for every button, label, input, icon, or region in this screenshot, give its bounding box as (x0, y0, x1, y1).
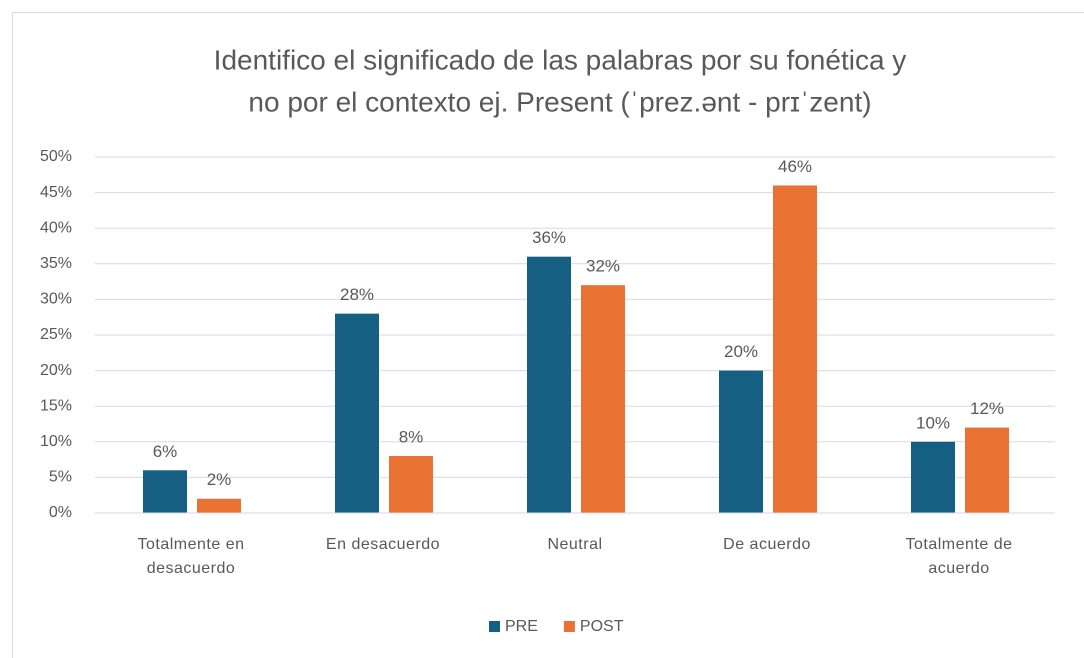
y-tick-label: 5% (49, 469, 72, 486)
bar (911, 441, 955, 513)
bar (965, 427, 1009, 513)
x-tick-label: Neutral (547, 536, 603, 553)
y-tick-label: 30% (40, 291, 72, 308)
bar (773, 185, 817, 514)
y-tick-label: 40% (40, 219, 72, 236)
y-tick-label: 0% (49, 504, 72, 521)
data-label: 6% (153, 442, 178, 461)
legend-label: POST (580, 618, 624, 635)
x-tick-label: Totalmente de acuerdo (905, 536, 1013, 577)
legend-label: PRE (505, 618, 538, 635)
bar (527, 256, 571, 513)
bar (143, 470, 187, 513)
data-label: 32% (586, 257, 620, 276)
data-label: 28% (340, 285, 374, 304)
bar (719, 370, 763, 513)
data-label: 20% (724, 342, 758, 361)
chart-title: no por el contexto ej. Present (ˈprez.ən… (248, 86, 871, 117)
x-tick-label: En desacuerdo (325, 536, 441, 553)
bar (197, 498, 241, 513)
y-tick-label: 15% (40, 397, 72, 414)
y-tick-label: 20% (40, 362, 72, 379)
y-tick-label: 35% (40, 255, 72, 272)
data-label: 8% (399, 428, 424, 447)
data-label: 36% (532, 228, 566, 247)
chart-title: Identifico el significado de las palabra… (214, 44, 907, 75)
data-label: 10% (916, 413, 950, 432)
bar (389, 456, 433, 513)
legend-swatch (563, 621, 575, 632)
data-label: 12% (970, 399, 1004, 418)
y-tick-label: 25% (40, 326, 72, 343)
data-label: 2% (207, 470, 232, 489)
data-label: 46% (778, 157, 812, 176)
y-tick-label: 50% (40, 148, 72, 165)
legend-swatch (489, 621, 500, 632)
bar (581, 285, 625, 513)
bar (335, 313, 379, 513)
y-tick-label: 45% (40, 184, 72, 201)
x-tick-label: Totalmente en desacuerdo (137, 536, 245, 577)
x-tick-label: De acuerdo (723, 536, 811, 553)
y-tick-label: 10% (40, 433, 72, 450)
